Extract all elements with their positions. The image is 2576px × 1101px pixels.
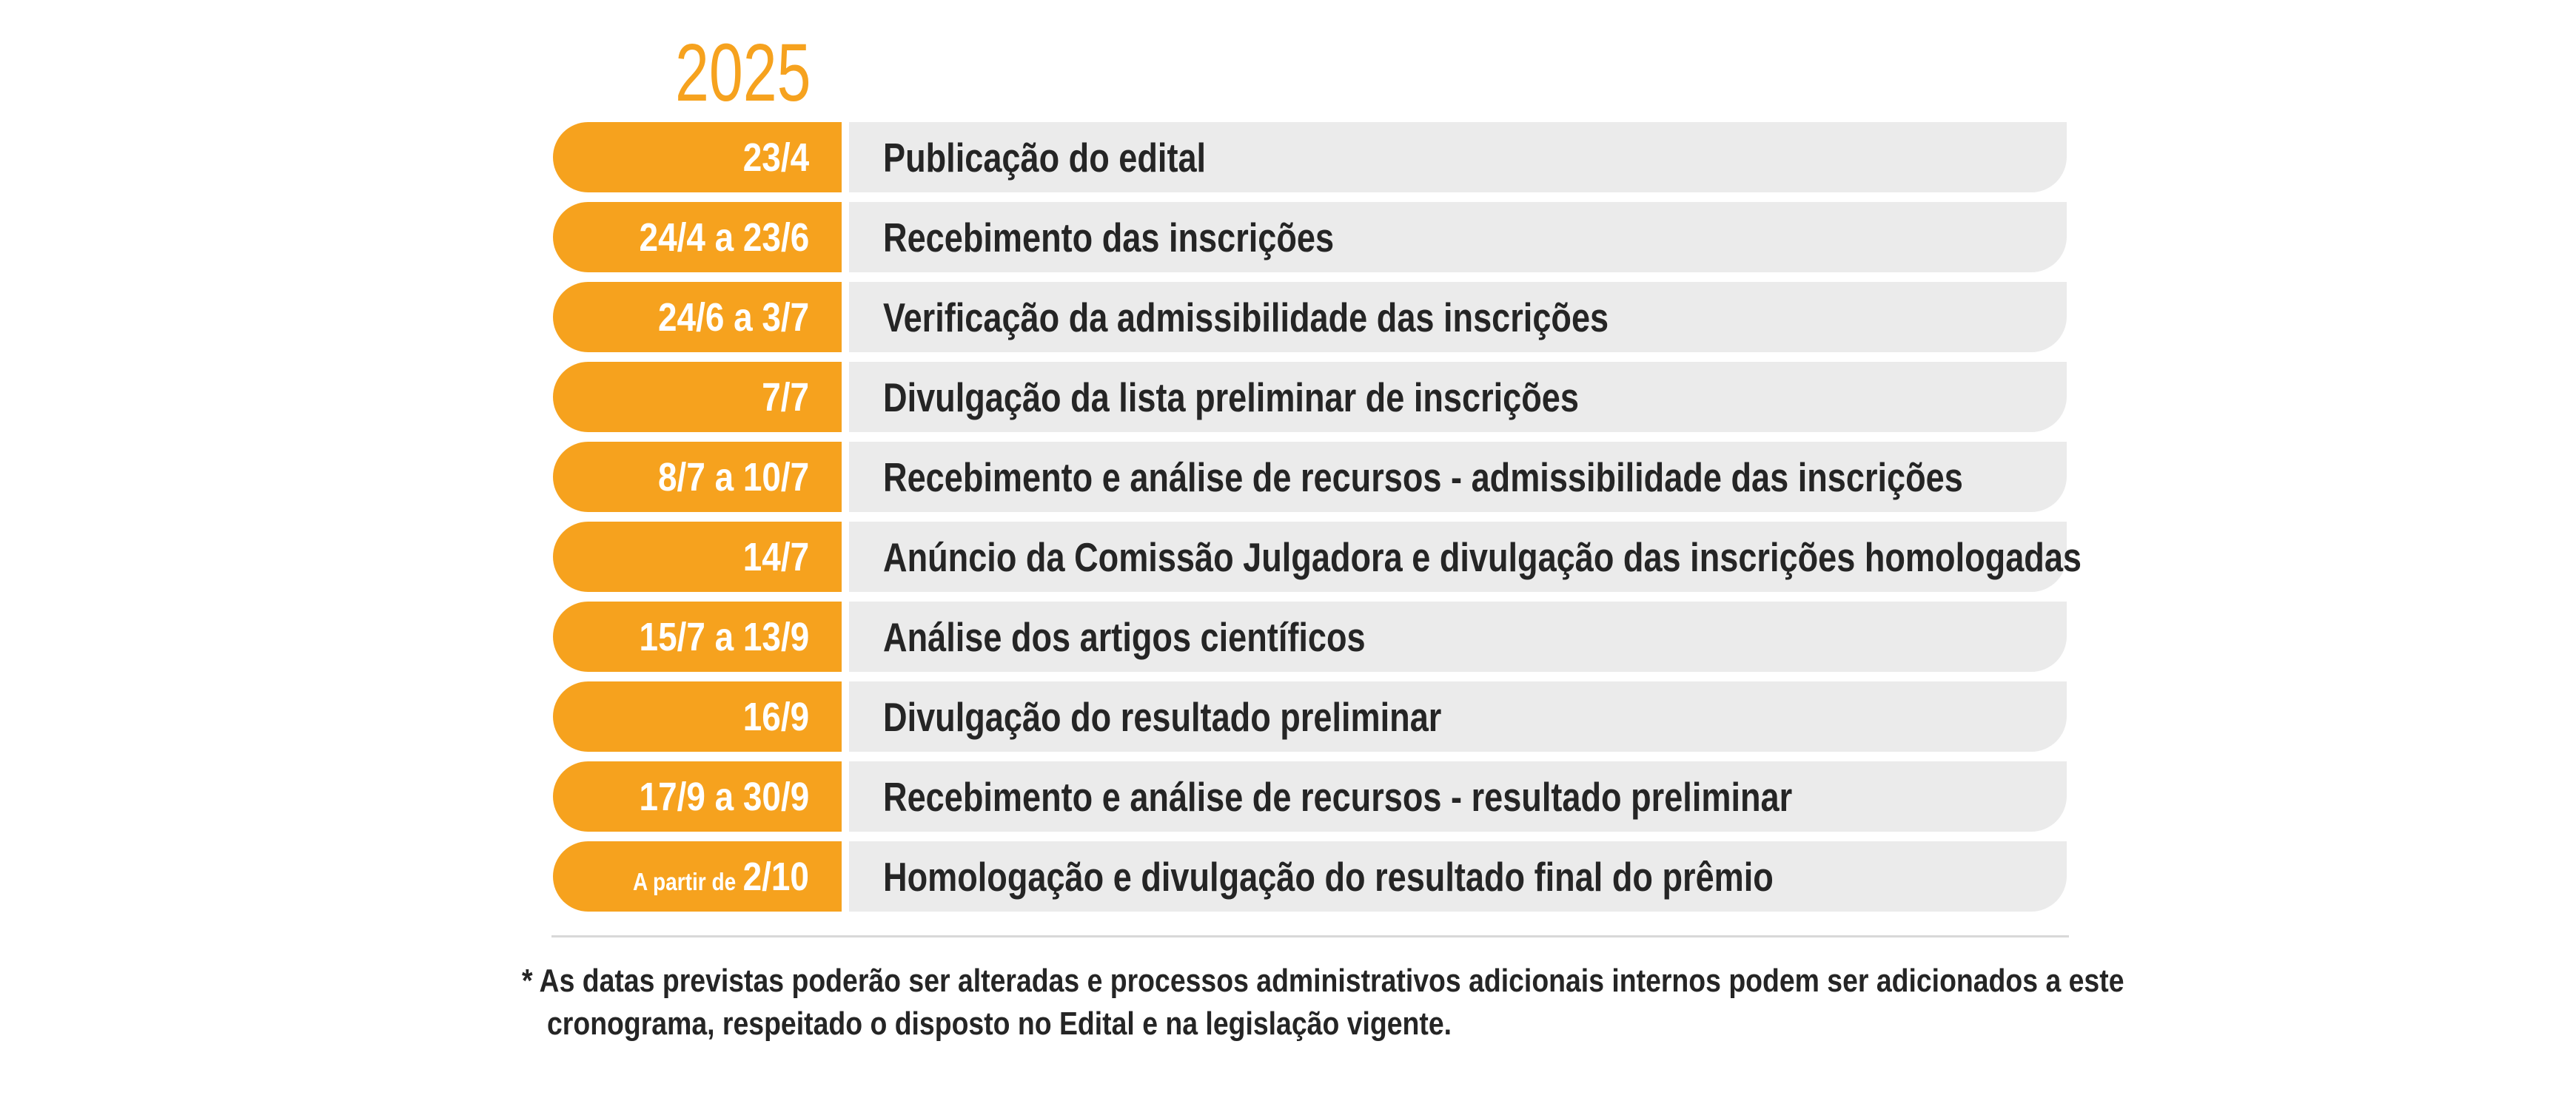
date-text: 23/4 xyxy=(742,135,809,180)
timeline-row: 15/7 a 13/9 Análise dos artigos científi… xyxy=(553,602,2067,672)
date-text: 24/6 a 3/7 xyxy=(657,294,809,340)
event-label: Divulgação do resultado preliminar xyxy=(883,693,1442,740)
date-prefix: A partir de xyxy=(633,867,737,895)
event-bar: Homologação e divulgação do resultado fi… xyxy=(849,841,2067,912)
timeline-row: 16/9 Divulgação do resultado preliminar xyxy=(553,681,2067,752)
date-pill: A partir de 2/10 xyxy=(553,841,842,912)
date-pill: 24/6 a 3/7 xyxy=(553,282,842,352)
date-pill: 17/9 a 30/9 xyxy=(553,761,842,832)
date-text: 17/9 a 30/9 xyxy=(639,774,809,819)
date-pill: 15/7 a 13/9 xyxy=(553,602,842,672)
event-label: Homologação e divulgação do resultado fi… xyxy=(883,853,1774,900)
event-bar: Publicação do edital xyxy=(849,122,2067,192)
event-label: Verificação da admissibilidade das inscr… xyxy=(883,294,1609,340)
event-bar: Divulgação do resultado preliminar xyxy=(849,681,2067,752)
event-bar: Recebimento das inscrições xyxy=(849,202,2067,272)
date-pill: 23/4 xyxy=(553,122,842,192)
event-bar: Anúncio da Comissão Julgadora e divulgaç… xyxy=(849,522,2082,592)
timeline-row: 14/7 Anúncio da Comissão Julgadora e div… xyxy=(553,522,2082,592)
timeline: 23/4 Publicação do edital 24/4 a 23/6 Re… xyxy=(553,122,2082,912)
date-value: 2/10 xyxy=(742,854,809,899)
date-pill: 7/7 xyxy=(553,362,842,432)
event-label: Anúncio da Comissão Julgadora e divulgaç… xyxy=(883,533,2082,580)
event-label: Recebimento e análise de recursos - resu… xyxy=(883,773,1793,820)
timeline-row: 24/6 a 3/7 Verificação da admissibilidad… xyxy=(553,282,2067,352)
date-pill: 24/4 a 23/6 xyxy=(553,202,842,272)
event-bar: Análise dos artigos científicos xyxy=(849,602,2067,672)
date-text: A partir de 2/10 xyxy=(633,854,809,900)
year-title-text: 2025 xyxy=(675,27,811,118)
date-pill: 14/7 xyxy=(553,522,842,592)
timeline-row: 17/9 a 30/9 Recebimento e análise de rec… xyxy=(553,761,2067,832)
event-bar: Verificação da admissibilidade das inscr… xyxy=(849,282,2067,352)
event-bar: Recebimento e análise de recursos - resu… xyxy=(849,761,2067,832)
date-pill: 16/9 xyxy=(553,681,842,752)
divider-line xyxy=(551,935,2069,937)
date-text: 24/4 a 23/6 xyxy=(639,215,809,260)
year-title: 2025 xyxy=(675,33,856,114)
event-label: Divulgação da lista preliminar de inscri… xyxy=(883,374,1579,420)
event-bar: Divulgação da lista preliminar de inscri… xyxy=(849,362,2067,432)
event-label: Publicação do edital xyxy=(883,134,1207,181)
timeline-row: 7/7 Divulgação da lista preliminar de in… xyxy=(553,362,2067,432)
timeline-row: 8/7 a 10/7 Recebimento e análise de recu… xyxy=(553,442,2067,512)
date-text: 8/7 a 10/7 xyxy=(657,454,809,499)
event-bar: Recebimento e análise de recursos - admi… xyxy=(849,442,2067,512)
date-pill: 8/7 a 10/7 xyxy=(553,442,842,512)
date-text: 16/9 xyxy=(742,694,809,739)
timeline-row: 24/4 a 23/6 Recebimento das inscrições xyxy=(553,202,2067,272)
footnote: * As datas previstas poderão ser alterad… xyxy=(522,963,2124,1042)
timeline-row: 23/4 Publicação do edital xyxy=(553,122,2067,192)
event-label: Recebimento das inscrições xyxy=(883,214,1335,260)
timeline-row: A partir de 2/10 Homologação e divulgaçã… xyxy=(553,841,2067,912)
date-text: 7/7 xyxy=(762,374,809,420)
date-text: 15/7 a 13/9 xyxy=(639,614,809,659)
date-text: 14/7 xyxy=(742,534,809,579)
event-label: Análise dos artigos científicos xyxy=(883,613,1366,660)
event-label: Recebimento e análise de recursos - admi… xyxy=(883,454,1963,500)
